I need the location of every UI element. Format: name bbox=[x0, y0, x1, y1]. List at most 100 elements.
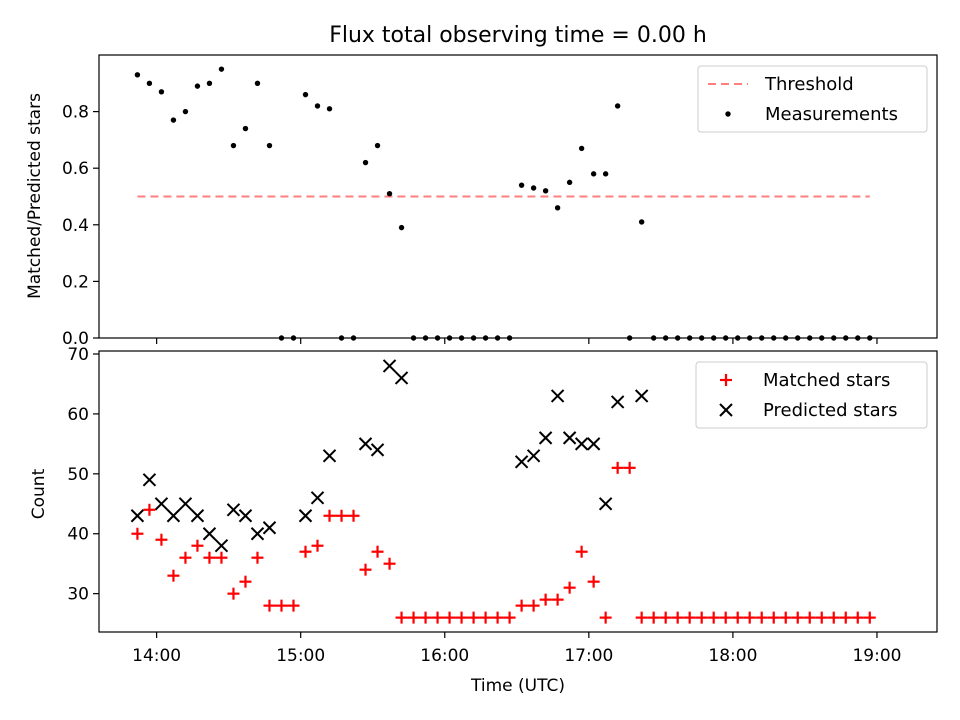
matched-star-point bbox=[455, 611, 468, 624]
predicted-marker-stroke bbox=[550, 389, 565, 403]
matched-star-point bbox=[407, 611, 420, 624]
matched-star-point bbox=[491, 611, 504, 624]
measurement-point bbox=[602, 171, 609, 177]
predicted-marker-stroke bbox=[598, 497, 613, 511]
matched-star-point bbox=[815, 611, 828, 624]
measurement-point bbox=[590, 171, 597, 177]
matched-star-point bbox=[791, 611, 804, 624]
matched-star-point bbox=[755, 611, 768, 624]
matched-star-point bbox=[539, 593, 552, 606]
matched-star-point bbox=[743, 611, 756, 624]
y-tick-label: 0.6 bbox=[62, 159, 89, 179]
matched-star-point bbox=[863, 611, 876, 624]
predicted-star-point bbox=[550, 389, 565, 403]
predicted-marker-stroke bbox=[262, 521, 277, 535]
matched-star-point bbox=[467, 611, 480, 624]
predicted-star-point bbox=[142, 473, 157, 487]
matched-star-point bbox=[671, 611, 684, 624]
predicted-star-point bbox=[382, 359, 397, 373]
matched-star-point bbox=[479, 611, 492, 624]
x-tick-label: 19:00 bbox=[852, 646, 901, 666]
y-tick-label: 70 bbox=[67, 345, 89, 365]
y-tick-label: 30 bbox=[67, 585, 89, 605]
predicted-star-point bbox=[154, 497, 169, 511]
matched-star-point bbox=[515, 599, 528, 612]
predicted-marker-stroke bbox=[610, 395, 625, 409]
matched-star-point bbox=[275, 599, 288, 612]
matched-star-point bbox=[635, 611, 648, 624]
matched-star-point bbox=[767, 611, 780, 624]
top-axes-frame bbox=[98, 54, 938, 339]
matched-star-point bbox=[335, 509, 348, 522]
top-panel: 0.00.20.40.60.8 Matched/Predicted stars … bbox=[25, 54, 938, 349]
predicted-star-point bbox=[166, 509, 181, 523]
matched-star-point bbox=[659, 611, 672, 624]
matched-star-point bbox=[575, 545, 588, 558]
predicted-marker-stroke bbox=[538, 431, 553, 445]
predicted-marker-stroke bbox=[574, 437, 589, 451]
predicted-star-point bbox=[298, 509, 313, 523]
measurement-point bbox=[182, 108, 189, 115]
matched-star-point bbox=[599, 611, 612, 624]
predicted-marker-stroke bbox=[178, 497, 193, 511]
predicted-marker-stroke bbox=[226, 503, 241, 517]
predicted-marker-stroke bbox=[310, 491, 325, 505]
matched-star-point bbox=[719, 611, 732, 624]
y-tick-label: 60 bbox=[67, 405, 89, 425]
matched-star-point bbox=[611, 461, 624, 474]
matched-star-point bbox=[167, 569, 180, 582]
measurement-point bbox=[218, 66, 225, 72]
measurement-point bbox=[314, 103, 321, 109]
measurement-point bbox=[518, 182, 525, 188]
measurement-point bbox=[578, 145, 585, 152]
predicted-marker-stroke bbox=[298, 509, 313, 523]
predicted-star-point bbox=[322, 449, 337, 463]
matched-star-point bbox=[431, 611, 444, 624]
predicted-marker-stroke bbox=[358, 437, 373, 451]
x-tick-label: 14:00 bbox=[132, 646, 181, 666]
legend-threshold-label: Threshold bbox=[764, 74, 854, 95]
x-axis-label: Time (UTC) bbox=[470, 676, 565, 696]
y-tick-label: 0.2 bbox=[62, 272, 89, 292]
predicted-star-point bbox=[598, 497, 613, 511]
predicted-marker-stroke bbox=[166, 509, 181, 523]
predicted-marker-stroke bbox=[382, 359, 397, 373]
matched-star-point bbox=[203, 551, 216, 564]
y-tick-label: 0.0 bbox=[62, 329, 89, 349]
matched-star-point bbox=[263, 599, 276, 612]
predicted-marker-stroke bbox=[526, 449, 541, 463]
matched-star-point bbox=[311, 539, 324, 552]
predicted-star-point bbox=[562, 431, 577, 445]
predicted-star-point bbox=[394, 371, 409, 385]
predicted-star-point bbox=[538, 431, 553, 445]
predicted-star-point bbox=[202, 527, 217, 541]
matched-star-point bbox=[731, 611, 744, 624]
predicted-star-point bbox=[610, 395, 625, 409]
predicted-marker-stroke bbox=[142, 473, 157, 487]
predicted-marker-stroke bbox=[214, 539, 229, 553]
matched-star-point bbox=[383, 557, 396, 570]
measurement-point bbox=[362, 159, 369, 166]
matched-star-point bbox=[191, 539, 204, 552]
legend-predicted-label: Predicted stars bbox=[763, 400, 897, 421]
matched-star-point bbox=[395, 611, 408, 624]
bottom-y-axis-label: Count bbox=[29, 468, 49, 519]
matched-star-point bbox=[587, 575, 600, 588]
measurement-point bbox=[206, 80, 213, 87]
measurement-point bbox=[134, 72, 141, 78]
predicted-star-point bbox=[358, 437, 373, 451]
matched-star-point bbox=[371, 545, 384, 558]
matched-star-point bbox=[143, 503, 156, 516]
legend-matched-label: Matched stars bbox=[763, 370, 890, 391]
predicted-star-point bbox=[526, 449, 541, 463]
predicted-star-point bbox=[214, 539, 229, 553]
measurement-point bbox=[542, 188, 549, 194]
predicted-star-point bbox=[310, 491, 325, 505]
x-tick-label: 15:00 bbox=[276, 646, 325, 666]
measurement-point bbox=[530, 185, 537, 191]
predicted-star-point bbox=[226, 503, 241, 517]
x-tick-label: 17:00 bbox=[564, 646, 613, 666]
predicted-marker-stroke bbox=[238, 509, 253, 523]
predicted-star-point bbox=[178, 497, 193, 511]
